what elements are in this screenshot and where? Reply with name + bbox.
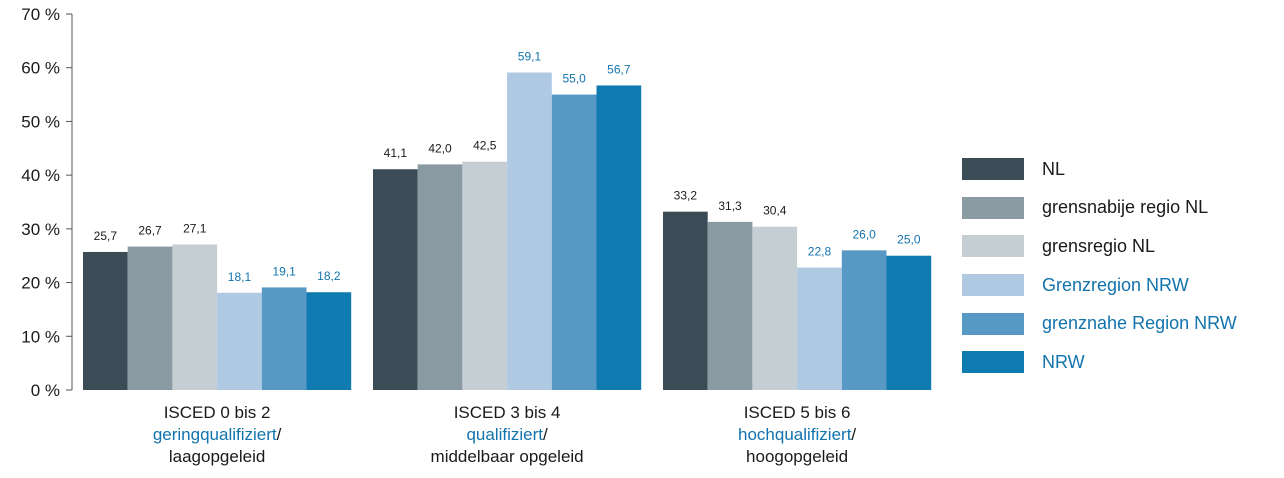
bar-value-label: 27,1 bbox=[183, 221, 207, 235]
legend: NL grensnabije regio NL grensregio NL Grenz… bbox=[962, 150, 1237, 382]
legend-item: Grenzregion NRW bbox=[962, 266, 1237, 305]
category-label: ISCED 0 bis 2 geringqualifiziert/laagopge… bbox=[72, 402, 362, 468]
bar-value-label: 59,1 bbox=[518, 50, 542, 64]
y-tick-label: 40 % bbox=[21, 166, 60, 185]
bar-value-label: 26,7 bbox=[138, 224, 162, 238]
legend-swatch bbox=[962, 351, 1024, 374]
y-axis: 0 % 10 % 20 % 30 % 40 % 50 % 60 % 70 % bbox=[21, 5, 73, 400]
legend-swatch bbox=[962, 274, 1024, 297]
category-label-line2-text: geringqualifiziert bbox=[152, 425, 277, 444]
category-label-line2-text: hochqualifiziert bbox=[738, 425, 852, 444]
legend-item: NRW bbox=[962, 343, 1237, 382]
bar-value-label: 41,1 bbox=[384, 146, 408, 160]
bar bbox=[663, 211, 708, 390]
category-label-line2: hochqualifiziert/ bbox=[652, 424, 942, 446]
legend-swatch bbox=[962, 196, 1024, 219]
category-label-line2: geringqualifiziert/ bbox=[72, 424, 362, 446]
y-tick-label: 10 % bbox=[21, 327, 60, 346]
legend-label: NL bbox=[1042, 158, 1066, 179]
bar-value-label: 31,3 bbox=[718, 199, 742, 213]
category-label-line1: ISCED 0 bis 2 bbox=[163, 403, 271, 422]
bar bbox=[797, 267, 842, 390]
bar-value-label: 25,0 bbox=[897, 233, 921, 247]
bar bbox=[127, 246, 173, 390]
y-tick-label: 0 % bbox=[31, 381, 60, 400]
bar-value-label: 33,2 bbox=[674, 189, 698, 203]
bar bbox=[306, 292, 352, 390]
bar bbox=[172, 244, 218, 390]
bar-value-label: 30,4 bbox=[763, 204, 787, 218]
legend-label: grenznahe Region NRW bbox=[1042, 313, 1237, 334]
category-label-line2-text: qualifiziert bbox=[466, 425, 543, 444]
legend-item: NL bbox=[962, 150, 1237, 189]
legend-label: grensnabije regio NL bbox=[1042, 197, 1209, 218]
bar-value-label: 25,7 bbox=[94, 229, 118, 243]
bar bbox=[841, 250, 887, 390]
bar-value-label: 55,0 bbox=[562, 72, 586, 86]
category-label-line1: ISCED 5 bis 6 bbox=[743, 403, 851, 422]
category-label: ISCED 5 bis 6 hochqualifiziert/hoogopgele… bbox=[652, 402, 942, 468]
legend-swatch bbox=[962, 158, 1024, 181]
bar bbox=[217, 292, 262, 390]
legend-swatch bbox=[962, 235, 1024, 258]
category-label-line2: qualifiziert/ bbox=[362, 424, 652, 446]
bar bbox=[373, 169, 418, 390]
category-label-line1: ISCED 3 bis 4 bbox=[453, 403, 561, 422]
category-label-slash: / bbox=[276, 425, 282, 444]
bar bbox=[83, 251, 128, 390]
y-tick-label: 20 % bbox=[21, 274, 60, 293]
bar bbox=[417, 164, 463, 390]
bar-value-label: 26,0 bbox=[852, 227, 876, 241]
category-label-slash: / bbox=[543, 425, 548, 444]
y-tick-label: 30 % bbox=[21, 220, 60, 239]
bar bbox=[596, 85, 642, 390]
bars-group bbox=[83, 72, 932, 391]
bar-value-label: 56,7 bbox=[607, 62, 631, 76]
bar-chart: 0 % 10 % 20 % 30 % 40 % 50 % 60 % 70 % 25,7 41,1… bbox=[21, 5, 932, 400]
bar bbox=[551, 94, 597, 391]
bar bbox=[462, 161, 508, 390]
bar-value-label: 19,1 bbox=[272, 264, 296, 278]
bar-value-label: 22,8 bbox=[808, 245, 832, 259]
legend-item: grensnabije regio NL bbox=[962, 189, 1237, 228]
y-tick-label: 50 % bbox=[21, 112, 60, 131]
category-label: ISCED 3 bis 4 qualifiziert/middelbaar opg… bbox=[362, 402, 652, 468]
category-label-line3: middelbaar opgeleid bbox=[430, 447, 584, 466]
category-label-line3: hoogopgeleid bbox=[746, 447, 849, 466]
bar bbox=[886, 255, 932, 390]
bar-value-label: 18,2 bbox=[317, 269, 341, 283]
bar-value-label: 18,1 bbox=[228, 270, 252, 284]
value-labels-group: 25,7 41,1 33,2 26,7 42,0 31,3 27,1 42,5 30,4 18,1… bbox=[94, 50, 921, 284]
bar bbox=[261, 287, 307, 390]
legend-label: grensregio NL bbox=[1042, 235, 1156, 256]
legend-label: Grenzregion NRW bbox=[1042, 274, 1189, 295]
legend-label: NRW bbox=[1042, 351, 1085, 372]
category-label-slash: / bbox=[851, 425, 857, 444]
bar bbox=[707, 221, 753, 390]
y-tick-label: 60 % bbox=[21, 59, 60, 78]
bar bbox=[507, 72, 552, 390]
legend-item: grensregio NL bbox=[962, 227, 1237, 266]
legend-swatch bbox=[962, 312, 1024, 335]
legend-item: grenznahe Region NRW bbox=[962, 304, 1237, 343]
bar-value-label: 42,5 bbox=[473, 139, 497, 153]
bar-value-label: 42,0 bbox=[428, 141, 452, 155]
bar bbox=[752, 226, 798, 390]
y-tick-label: 70 % bbox=[21, 5, 60, 24]
category-label-line3: laagopgeleid bbox=[168, 447, 266, 466]
